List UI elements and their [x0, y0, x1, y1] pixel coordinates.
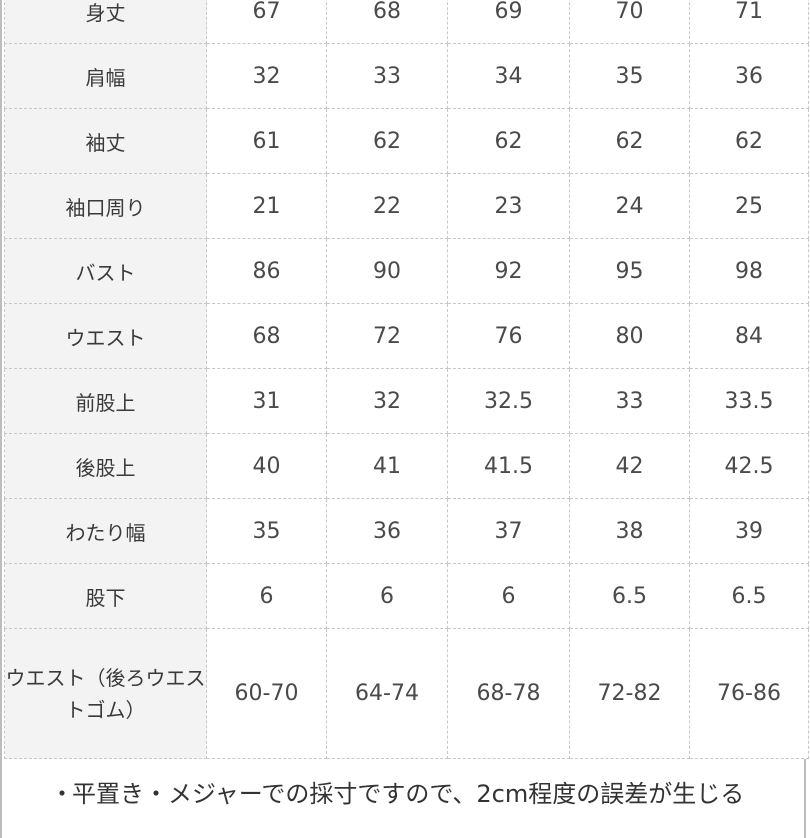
- cell: 38: [569, 498, 690, 564]
- row-label: 前股上: [4, 368, 207, 434]
- row-label: 袖丈: [4, 108, 207, 174]
- cell: 37: [447, 498, 570, 564]
- cell: 70: [569, 0, 690, 44]
- table-row: 前股上 31 32 32.5 33 33.5: [4, 368, 809, 434]
- cell: 36: [326, 498, 448, 564]
- row-label: 股下: [4, 563, 207, 629]
- cell: 71: [689, 0, 809, 44]
- cell: 86: [206, 238, 327, 304]
- note-bullet: ・: [50, 780, 74, 808]
- cell: 76: [447, 303, 570, 369]
- table-row: 袖丈 61 62 62 62 62: [4, 108, 809, 174]
- cell: 22: [326, 173, 448, 239]
- row-label: わたり幅: [4, 498, 207, 564]
- table-row: 後股上 40 41 41.5 42 42.5: [4, 433, 809, 499]
- cell: 31: [206, 368, 327, 434]
- cell: 32: [206, 43, 327, 109]
- cell: 32: [326, 368, 448, 434]
- cell: 60-70: [206, 628, 327, 759]
- cell: 68-78: [447, 628, 570, 759]
- cell: 33.5: [689, 368, 809, 434]
- cell: 68: [206, 303, 327, 369]
- cell: 25: [689, 173, 809, 239]
- cell: 41.5: [447, 433, 570, 499]
- cell: 35: [569, 43, 690, 109]
- cell: 41: [326, 433, 448, 499]
- row-label: 肩幅: [4, 43, 207, 109]
- cell: 76-86: [689, 628, 809, 759]
- cell: 42: [569, 433, 690, 499]
- cell: 69: [447, 0, 570, 44]
- cell: 32.5: [447, 368, 570, 434]
- cell: 35: [206, 498, 327, 564]
- table-row: ウエスト（後ろウエストゴム） 60-70 64-74 68-78 72-82 7…: [4, 628, 809, 759]
- cell: 90: [326, 238, 448, 304]
- cell: 24: [569, 173, 690, 239]
- cell: 62: [447, 108, 570, 174]
- cell: 40: [206, 433, 327, 499]
- cell: 62: [326, 108, 448, 174]
- size-table: 身丈 67 68 69 70 71 肩幅 32 33 34 35 36 袖丈 6…: [4, 0, 809, 759]
- cell: 34: [447, 43, 570, 109]
- cell: 68: [326, 0, 448, 44]
- table-row: ウエスト 68 72 76 80 84: [4, 303, 809, 369]
- table-row: わたり幅 35 36 37 38 39: [4, 498, 809, 564]
- cell: 39: [689, 498, 809, 564]
- row-label: 後股上: [4, 433, 207, 499]
- cell: 42.5: [689, 433, 809, 499]
- table-row: 股下 6 6 6 6.5 6.5: [4, 563, 809, 629]
- cell: 33: [569, 368, 690, 434]
- row-label: ウエスト（後ろウエストゴム）: [4, 628, 207, 759]
- cell: 6: [326, 563, 448, 629]
- cell: 21: [206, 173, 327, 239]
- cell: 84: [689, 303, 809, 369]
- table-row: 袖口周り 21 22 23 24 25: [4, 173, 809, 239]
- cell: 80: [569, 303, 690, 369]
- table-row: 身丈 67 68 69 70 71: [4, 0, 809, 44]
- cell: 62: [569, 108, 690, 174]
- cell: 36: [689, 43, 809, 109]
- cell: 33: [326, 43, 448, 109]
- row-label: バスト: [4, 238, 207, 304]
- cell: 67: [206, 0, 327, 44]
- measurement-note: ・平置き・メジャーでの採寸ですので、2cm程度の誤差が生じる: [50, 774, 810, 809]
- row-label: 袖口周り: [4, 173, 207, 239]
- cell: 62: [689, 108, 809, 174]
- cell: 6: [206, 563, 327, 629]
- cell: 95: [569, 238, 690, 304]
- table-row: 肩幅 32 33 34 35 36: [4, 43, 809, 109]
- cell: 98: [689, 238, 809, 304]
- cell: 61: [206, 108, 327, 174]
- cell: 23: [447, 173, 570, 239]
- cell: 6.5: [689, 563, 809, 629]
- table-row: バスト 86 90 92 95 98: [4, 238, 809, 304]
- cell: 64-74: [326, 628, 448, 759]
- cell: 92: [447, 238, 570, 304]
- row-label: ウエスト: [4, 303, 207, 369]
- row-label: 身丈: [4, 0, 207, 44]
- note-text: 平置き・メジャーでの採寸ですので、2cm程度の誤差が生じる: [72, 780, 745, 808]
- cell: 72: [326, 303, 448, 369]
- cell: 6.5: [569, 563, 690, 629]
- cell: 72-82: [569, 628, 690, 759]
- cell: 6: [447, 563, 570, 629]
